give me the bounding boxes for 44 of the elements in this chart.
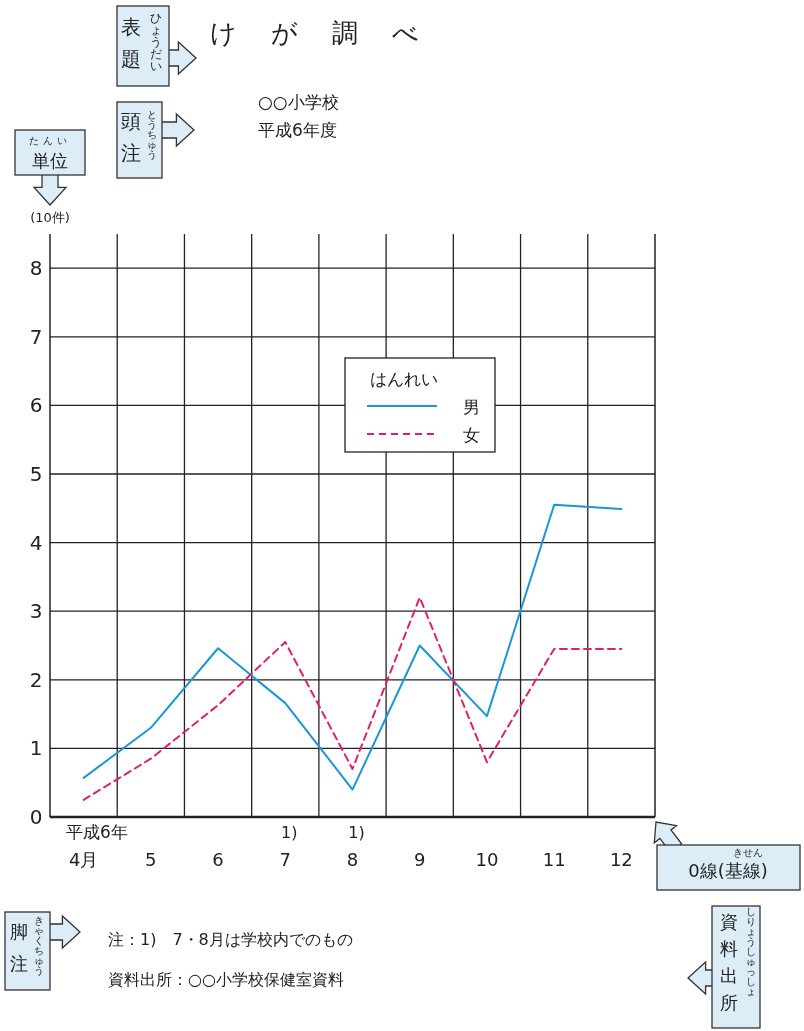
legend-label: 女	[463, 425, 480, 445]
text: 1)	[348, 823, 365, 842]
x-tick-label: 6	[212, 849, 224, 870]
legend-title: はんれい	[370, 369, 438, 389]
x-tick-label: 8	[346, 849, 359, 870]
chart-subtitle: ○○小学校	[258, 92, 339, 112]
text: 頭注	[121, 109, 141, 165]
y-tick-label: 2	[29, 667, 43, 692]
line-series	[82, 596, 623, 801]
text: 1)	[281, 823, 298, 842]
x-tick-label: 11	[542, 849, 566, 870]
text: 注：1) 7・8月は学校内でのもの	[108, 930, 353, 949]
text: 平成6年	[66, 822, 128, 842]
text: ひょうだい	[150, 11, 162, 73]
text: 資料出所：○○小学校保健室資料	[108, 970, 344, 989]
legend-label: 男	[463, 397, 480, 417]
text: 平成6年度	[258, 120, 337, 140]
text: きせん	[733, 847, 763, 858]
x-tick-label: 5	[145, 849, 157, 870]
text: 資料出所	[720, 911, 738, 1013]
y-tick-label: 4	[29, 530, 43, 555]
x-tick-label: 12	[609, 849, 633, 870]
x-tick-label: 10	[475, 849, 499, 870]
text: しりょうしゅっしょ	[746, 906, 756, 997]
x-tick-label: 7	[279, 849, 291, 870]
text: たんい	[29, 135, 71, 146]
text: 脚注	[10, 921, 28, 974]
text: 表題	[121, 15, 141, 71]
text: きゃくちゅう	[34, 915, 44, 976]
text: 単位	[32, 150, 68, 171]
x-tick-label: 4月	[68, 849, 99, 870]
text: 0線(基線)	[688, 860, 768, 881]
y-tick-label: 7	[29, 324, 43, 349]
y-tick-label: 1	[29, 736, 43, 761]
y-tick-label: 5	[29, 462, 43, 486]
y-tick-label: 8	[29, 256, 43, 281]
y-tick-label: 6	[29, 393, 43, 418]
y-axis-title: (10件)	[30, 210, 70, 225]
y-tick-label: 0	[29, 805, 43, 829]
x-tick-label: 9	[414, 849, 426, 870]
y-tick-label: 3	[29, 599, 43, 624]
line-series	[82, 503, 623, 791]
text: とうちゅう	[147, 109, 157, 160]
chart-title: けが調べ	[210, 18, 453, 48]
